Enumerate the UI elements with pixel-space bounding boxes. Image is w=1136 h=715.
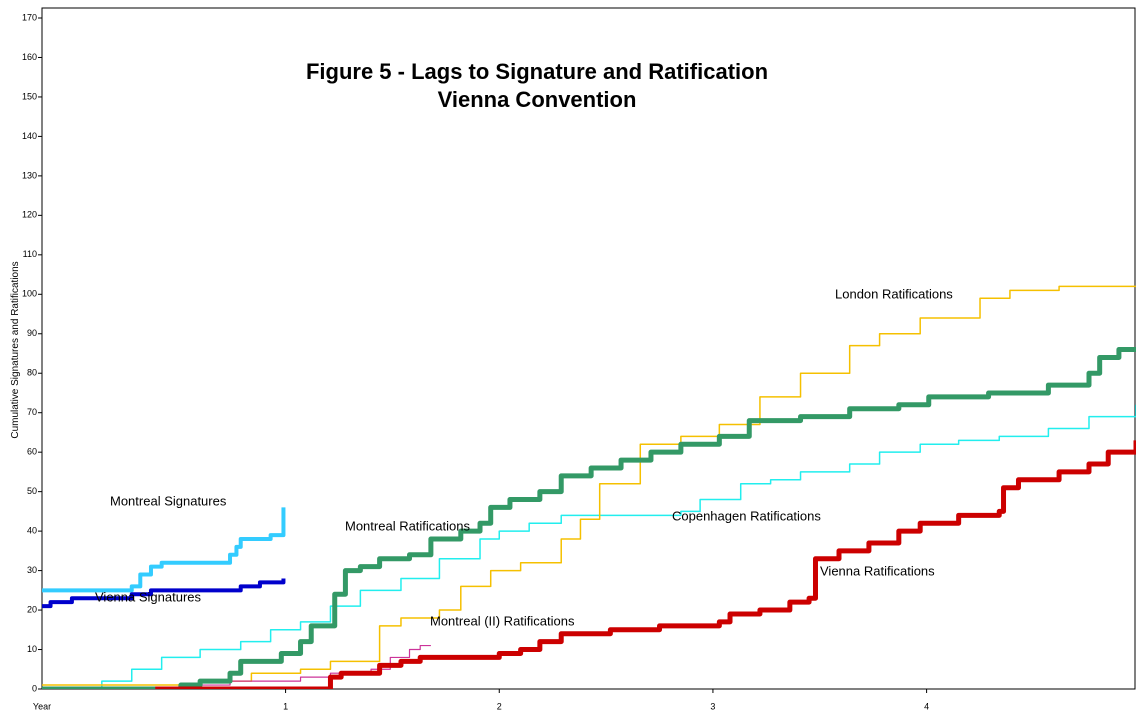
x-tick-label: 2 — [497, 701, 502, 711]
series-label: Montreal Signatures — [110, 493, 227, 508]
chart-title: Figure 5 - Lags to Signature and Ratific… — [306, 59, 768, 84]
y-tick-label: 10 — [27, 644, 37, 654]
y-tick-label: 0 — [32, 683, 37, 693]
y-tick-label: 70 — [27, 407, 37, 417]
y-tick-label: 110 — [23, 249, 37, 259]
y-tick-label: 30 — [27, 565, 37, 575]
y-tick-label: 100 — [22, 289, 37, 299]
x-tick-label: 4 — [924, 701, 929, 711]
series-label: Montreal Ratifications — [345, 518, 470, 533]
y-tick-label: 90 — [27, 328, 37, 338]
series-label: Montreal (II) Ratifications — [430, 613, 575, 628]
x-tick-label: 3 — [710, 701, 715, 711]
y-tick-label: 120 — [22, 210, 37, 220]
y-tick-label: 150 — [22, 91, 37, 101]
series-label: London Ratifications — [835, 286, 953, 301]
series-label: Vienna Ratifications — [820, 563, 935, 578]
y-tick-label: 50 — [27, 486, 37, 496]
series-line — [42, 644, 431, 689]
series-line — [42, 507, 286, 593]
series-line — [42, 578, 286, 609]
x-axis-label: Year — [33, 701, 51, 711]
series-label: Copenhagen Ratifications — [672, 508, 821, 523]
x-tick-label: 1 — [283, 701, 288, 711]
series-label: Vienna Signatures — [95, 589, 202, 604]
series-line — [42, 404, 1136, 689]
y-axis-label: Cumulative Signatures and Ratifications — [10, 261, 21, 438]
series-line — [155, 440, 1136, 689]
series-line — [42, 347, 1136, 689]
chart-subtitle: Vienna Convention — [438, 87, 637, 112]
y-tick-label: 140 — [22, 131, 37, 141]
y-tick-label: 40 — [27, 525, 37, 535]
y-tick-label: 160 — [22, 52, 37, 62]
y-tick-label: 60 — [27, 447, 37, 457]
y-tick-label: 20 — [27, 604, 37, 614]
series-line — [42, 285, 1136, 686]
y-tick-label: 170 — [22, 12, 37, 22]
y-tick-label: 130 — [22, 170, 37, 180]
y-tick-label: 80 — [27, 368, 37, 378]
